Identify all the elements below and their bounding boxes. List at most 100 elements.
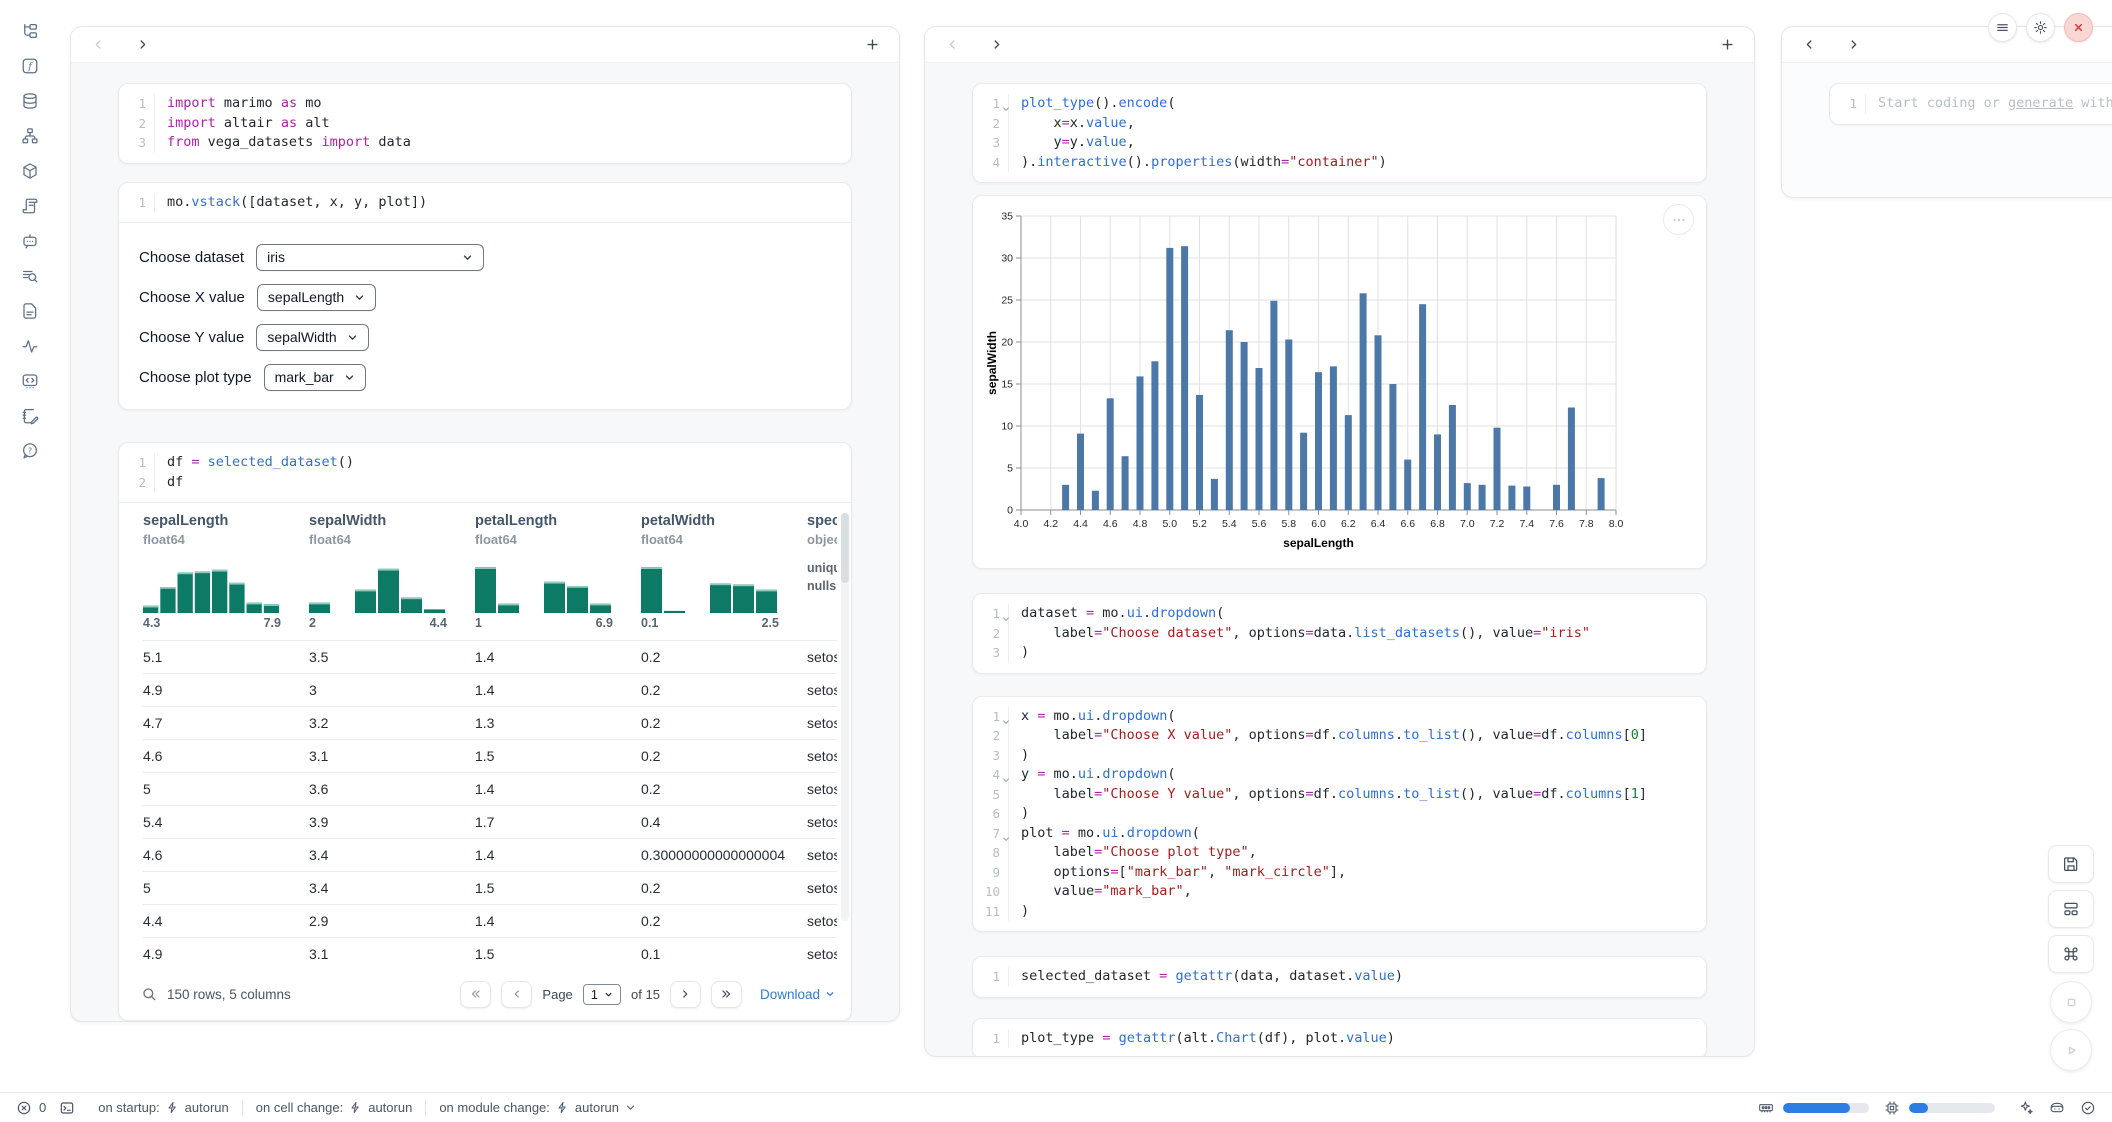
code-line[interactable]: 8 label="Choose plot type",: [973, 843, 1692, 863]
y-select[interactable]: sepalWidth: [256, 324, 369, 351]
code-line[interactable]: 4).interactive().properties(width="conta…: [973, 152, 1692, 172]
code-line[interactable]: 2 label="Choose X value", options=df.col…: [973, 726, 1692, 746]
sidebar-help-button[interactable]: ?: [15, 442, 45, 462]
sidebar-script-button[interactable]: [15, 198, 45, 217]
first-page-button[interactable]: [460, 980, 492, 1008]
imports-code[interactable]: 1 import marimo as mo 2 import altair as al…: [119, 84, 851, 163]
code-line[interactable]: 11): [973, 901, 1692, 921]
cell-dataframe[interactable]: 1 df = selected_dataset() 2 df sepalLength f…: [118, 442, 852, 1021]
sidebar-search-list-button[interactable]: [15, 269, 45, 287]
sidebar-function-button[interactable]: f: [15, 58, 45, 77]
sidebar-scratchpad-button[interactable]: [15, 408, 45, 427]
history-back-button[interactable]: [87, 34, 109, 56]
df-code[interactable]: 1 df = selected_dataset() 2 df: [119, 443, 851, 502]
column-header-petalLength[interactable]: petalLength float64 1 6.9: [475, 513, 613, 630]
cell-plot[interactable]: 1 plot_type().encode(2 x=x.value, 3 y=y.va…: [972, 83, 1707, 183]
code-line[interactable]: 1 df = selected_dataset(): [119, 453, 837, 473]
sidebar-file-tree-button[interactable]: [15, 23, 45, 42]
code-line[interactable]: 1 plot_type = getattr(alt.Chart(df), plot…: [973, 1028, 1692, 1048]
code-line[interactable]: 1 dataset = mo.ui.dropdown(: [973, 604, 1692, 624]
on-startup-toggle[interactable]: on startup: autorun: [98, 1100, 229, 1115]
generate-link[interactable]: generate: [2008, 95, 2074, 111]
on-cell-change-toggle[interactable]: on cell change: autorun: [255, 1100, 413, 1115]
errors-button[interactable]: [16, 1100, 32, 1116]
plot-code[interactable]: 1 plot_type().encode(2 x=x.value, 3 y=y.va…: [973, 84, 1706, 182]
next-page-button[interactable]: [669, 980, 701, 1008]
plot-type-code[interactable]: 1 plot_type = getattr(alt.Chart(df), plot…: [973, 1019, 1706, 1057]
selected-dataset-code[interactable]: 1 selected_dataset = getattr(data, datase…: [973, 957, 1706, 997]
layout-toggle-button[interactable]: [2048, 890, 2094, 928]
add-cell-button[interactable]: [861, 34, 883, 56]
history-forward-button[interactable]: [985, 34, 1007, 56]
chart-menu-button[interactable]: [1663, 204, 1694, 235]
code-line[interactable]: 10 value="mark_bar",: [973, 882, 1692, 902]
column-header-petalWidth[interactable]: petalWidth float64 0.1 2.5: [641, 513, 779, 630]
ai-assist-button[interactable]: [2018, 1100, 2034, 1116]
code-line[interactable]: 1 plot_type().encode(: [973, 94, 1692, 114]
code-line[interactable]: 7 plot = mo.ui.dropdown(: [973, 823, 1692, 843]
column-header-sepalWidth[interactable]: sepalWidth float64 2 4.4: [309, 513, 447, 630]
sidebar-document-button[interactable]: [15, 302, 45, 322]
code-line[interactable]: 3): [973, 745, 1692, 765]
stop-button[interactable]: [2050, 981, 2092, 1023]
copilot-button[interactable]: [2049, 1100, 2065, 1116]
last-page-button[interactable]: [710, 980, 742, 1008]
settings-button[interactable]: [2026, 13, 2055, 42]
prev-page-button[interactable]: [501, 980, 533, 1008]
history-forward-button[interactable]: [1842, 34, 1864, 56]
cell-plot-type[interactable]: 1 plot_type = getattr(alt.Chart(df), plot…: [972, 1017, 1707, 1057]
search-icon[interactable]: [141, 986, 157, 1002]
column-header-sepalLength[interactable]: sepalLength float64 4.3 7.9: [143, 513, 281, 630]
empty-cell-editor[interactable]: 1 Start coding or generate with: [1830, 84, 2112, 124]
cell-vstack[interactable]: 1 mo.vstack([dataset, x, y, plot]) Choose…: [118, 181, 852, 410]
dataset-dropdown-code[interactable]: 1 dataset = mo.ui.dropdown(2 label="Choos…: [973, 594, 1706, 673]
sidebar-chat-bot-button[interactable]: [15, 233, 45, 252]
sidebar-code-snippet-button[interactable]: [15, 373, 45, 392]
run-button[interactable]: [2050, 1029, 2092, 1071]
connection-status-button[interactable]: [2080, 1100, 2096, 1116]
code-line[interactable]: 3 from vega_datasets import data: [119, 133, 837, 153]
notebook-menu-button[interactable]: [1988, 13, 2017, 42]
column-header-species[interactable]: speciesobjectuniquenulls:: [807, 513, 837, 593]
vstack-code[interactable]: 1 mo.vstack([dataset, x, y, plot]): [119, 183, 851, 223]
download-button[interactable]: Download: [760, 987, 835, 1002]
code-line[interactable]: 3 y=y.value,: [973, 133, 1692, 153]
cell-selected-dataset[interactable]: 1 selected_dataset = getattr(data, datase…: [972, 956, 1707, 998]
add-cell-button[interactable]: [1716, 34, 1738, 56]
cell-empty[interactable]: 1 Start coding or generate with: [1829, 83, 2112, 125]
history-back-button[interactable]: [941, 34, 963, 56]
terminal-button[interactable]: [59, 1100, 75, 1116]
dataset-select[interactable]: iris: [256, 244, 485, 271]
save-button[interactable]: [2048, 845, 2094, 883]
code-line[interactable]: 1 mo.vstack([dataset, x, y, plot]): [119, 192, 837, 212]
code-line[interactable]: 3): [973, 643, 1692, 663]
fold-chevron-icon[interactable]: [1002, 712, 1010, 732]
fold-chevron-icon[interactable]: [1002, 770, 1010, 790]
altair-bar-chart[interactable]: 4.0 4.2 4.4 4.6 4.8 5.0 5.2 5.4 5.6 5.8 6.0 6.2 6.4 6…: [985, 208, 1694, 556]
on-module-change-toggle[interactable]: on module change: autorun: [439, 1100, 636, 1115]
keyboard-shortcuts-button[interactable]: [2048, 935, 2094, 973]
x-select[interactable]: sepalLength: [256, 284, 377, 311]
sidebar-database-button[interactable]: [15, 92, 45, 112]
page-select[interactable]: 1: [582, 983, 622, 1005]
code-line[interactable]: 5 label="Choose Y value", options=df.col…: [973, 784, 1692, 804]
code-line[interactable]: 9 options=["mark_bar", "mark_circle"],: [973, 862, 1692, 882]
sidebar-activity-button[interactable]: [15, 339, 45, 357]
fold-chevron-icon[interactable]: [1002, 99, 1010, 119]
shutdown-button[interactable]: [2064, 13, 2093, 42]
plot-type-select[interactable]: mark_bar: [263, 364, 366, 391]
code-line[interactable]: 1 selected_dataset = getattr(data, datase…: [973, 967, 1692, 987]
code-line[interactable]: 2 import altair as alt: [119, 113, 837, 133]
fold-chevron-icon[interactable]: [1002, 609, 1010, 629]
table-scrollbar[interactable]: [841, 513, 849, 921]
code-line[interactable]: 2 df: [119, 472, 837, 492]
code-line[interactable]: 6): [973, 804, 1692, 824]
fold-chevron-icon[interactable]: [1002, 829, 1010, 849]
code-line[interactable]: 1 import marimo as mo: [119, 94, 837, 114]
code-line[interactable]: 2 label="Choose dataset", options=data.l…: [973, 623, 1692, 643]
history-forward-button[interactable]: [131, 34, 153, 56]
